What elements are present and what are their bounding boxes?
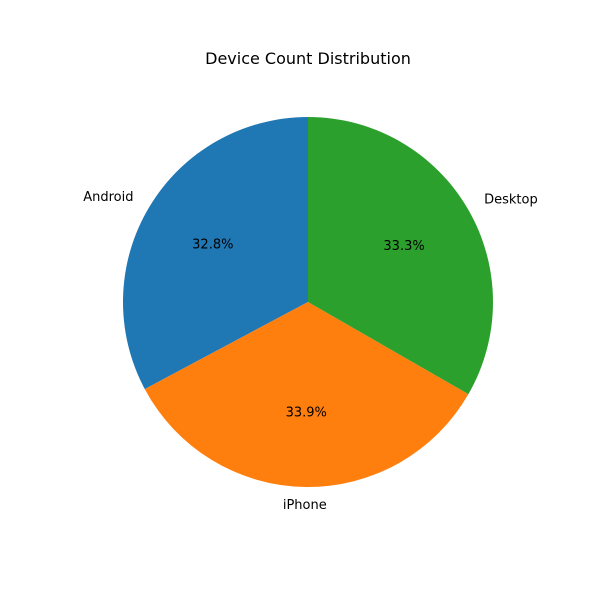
percent-label-iphone: 33.9% (286, 405, 327, 420)
slice-label-iphone: iPhone (283, 498, 327, 513)
percent-labels: 32.8% 33.9% 33.3% (192, 237, 425, 420)
percent-label-android: 32.8% (192, 237, 233, 252)
pie-slice-desktop (308, 117, 493, 395)
pie-slices (122, 117, 493, 488)
slice-label-android: Android (83, 190, 133, 205)
pie-slice-android (122, 117, 308, 390)
pie-slice-iphone (144, 302, 469, 488)
slice-label-desktop: Desktop (484, 193, 538, 208)
percent-label-desktop: 33.3% (383, 239, 424, 254)
slice-labels: Android iPhone Desktop (83, 190, 538, 513)
chart-title: Device Count Distribution (205, 49, 411, 68)
